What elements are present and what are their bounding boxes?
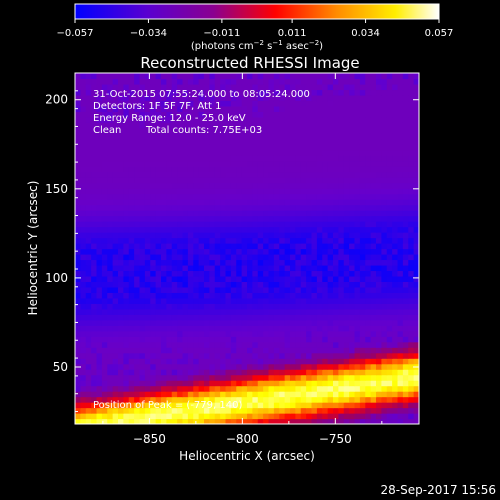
colorbar-tick-label: −0.011 bbox=[203, 28, 240, 39]
footer-timestamp: 28-Sep-2017 15:56 bbox=[381, 483, 496, 497]
annotation-time-range: 31-Oct-2015 07:55:24.000 to 08:05:24.000 bbox=[93, 89, 310, 100]
colorbar-ticks bbox=[74, 19, 440, 23]
annotation-energy-range: Energy Range: 12.0 - 25.0 keV bbox=[93, 113, 246, 124]
colorbar-tick-label: −0.057 bbox=[56, 28, 93, 39]
colorbar-tick-label: 0.011 bbox=[278, 28, 307, 39]
heatmap-image bbox=[75, 73, 419, 424]
colorbar-tick-label: −0.034 bbox=[130, 28, 167, 39]
annotation-total-counts: Total counts: 7.75E+03 bbox=[145, 125, 262, 136]
y-axis-label: Heliocentric Y (arcsec) bbox=[26, 181, 40, 316]
colorbar-tick-label: 0.057 bbox=[425, 28, 454, 39]
x-tick-label: −750 bbox=[319, 432, 352, 446]
x-axis-ticks: −850 −800 −750 bbox=[102, 73, 383, 446]
annotation-peak-position: Position of Peak = (-779, 140) bbox=[93, 400, 242, 411]
annotation-clean: Clean bbox=[93, 125, 121, 136]
y-tick-label: 50 bbox=[53, 360, 68, 374]
x-tick-label: −850 bbox=[133, 432, 166, 446]
y-tick-label: 150 bbox=[45, 182, 68, 196]
x-axis-label: Heliocentric X (arcsec) bbox=[179, 449, 315, 463]
colorbar-tick-label: 0.034 bbox=[351, 28, 380, 39]
annotation-detectors: Detectors: 1F 5F 7F, Att 1 bbox=[93, 101, 221, 112]
colorbar-tick-labels: −0.057 −0.034 −0.011 0.011 0.034 0.057 bbox=[56, 28, 453, 39]
y-tick-label: 100 bbox=[45, 271, 68, 285]
y-tick-label: 200 bbox=[45, 93, 68, 107]
chart-title: Reconstructed RHESSI Image bbox=[140, 54, 359, 72]
colorbar bbox=[74, 3, 440, 20]
plot-frame bbox=[74, 72, 420, 425]
colorbar-unit-label: (photons cm−2 s−1 asec−2) bbox=[191, 39, 323, 52]
y-axis-ticks: 50 100 150 200 bbox=[45, 90, 419, 413]
x-tick-label: −800 bbox=[226, 432, 259, 446]
